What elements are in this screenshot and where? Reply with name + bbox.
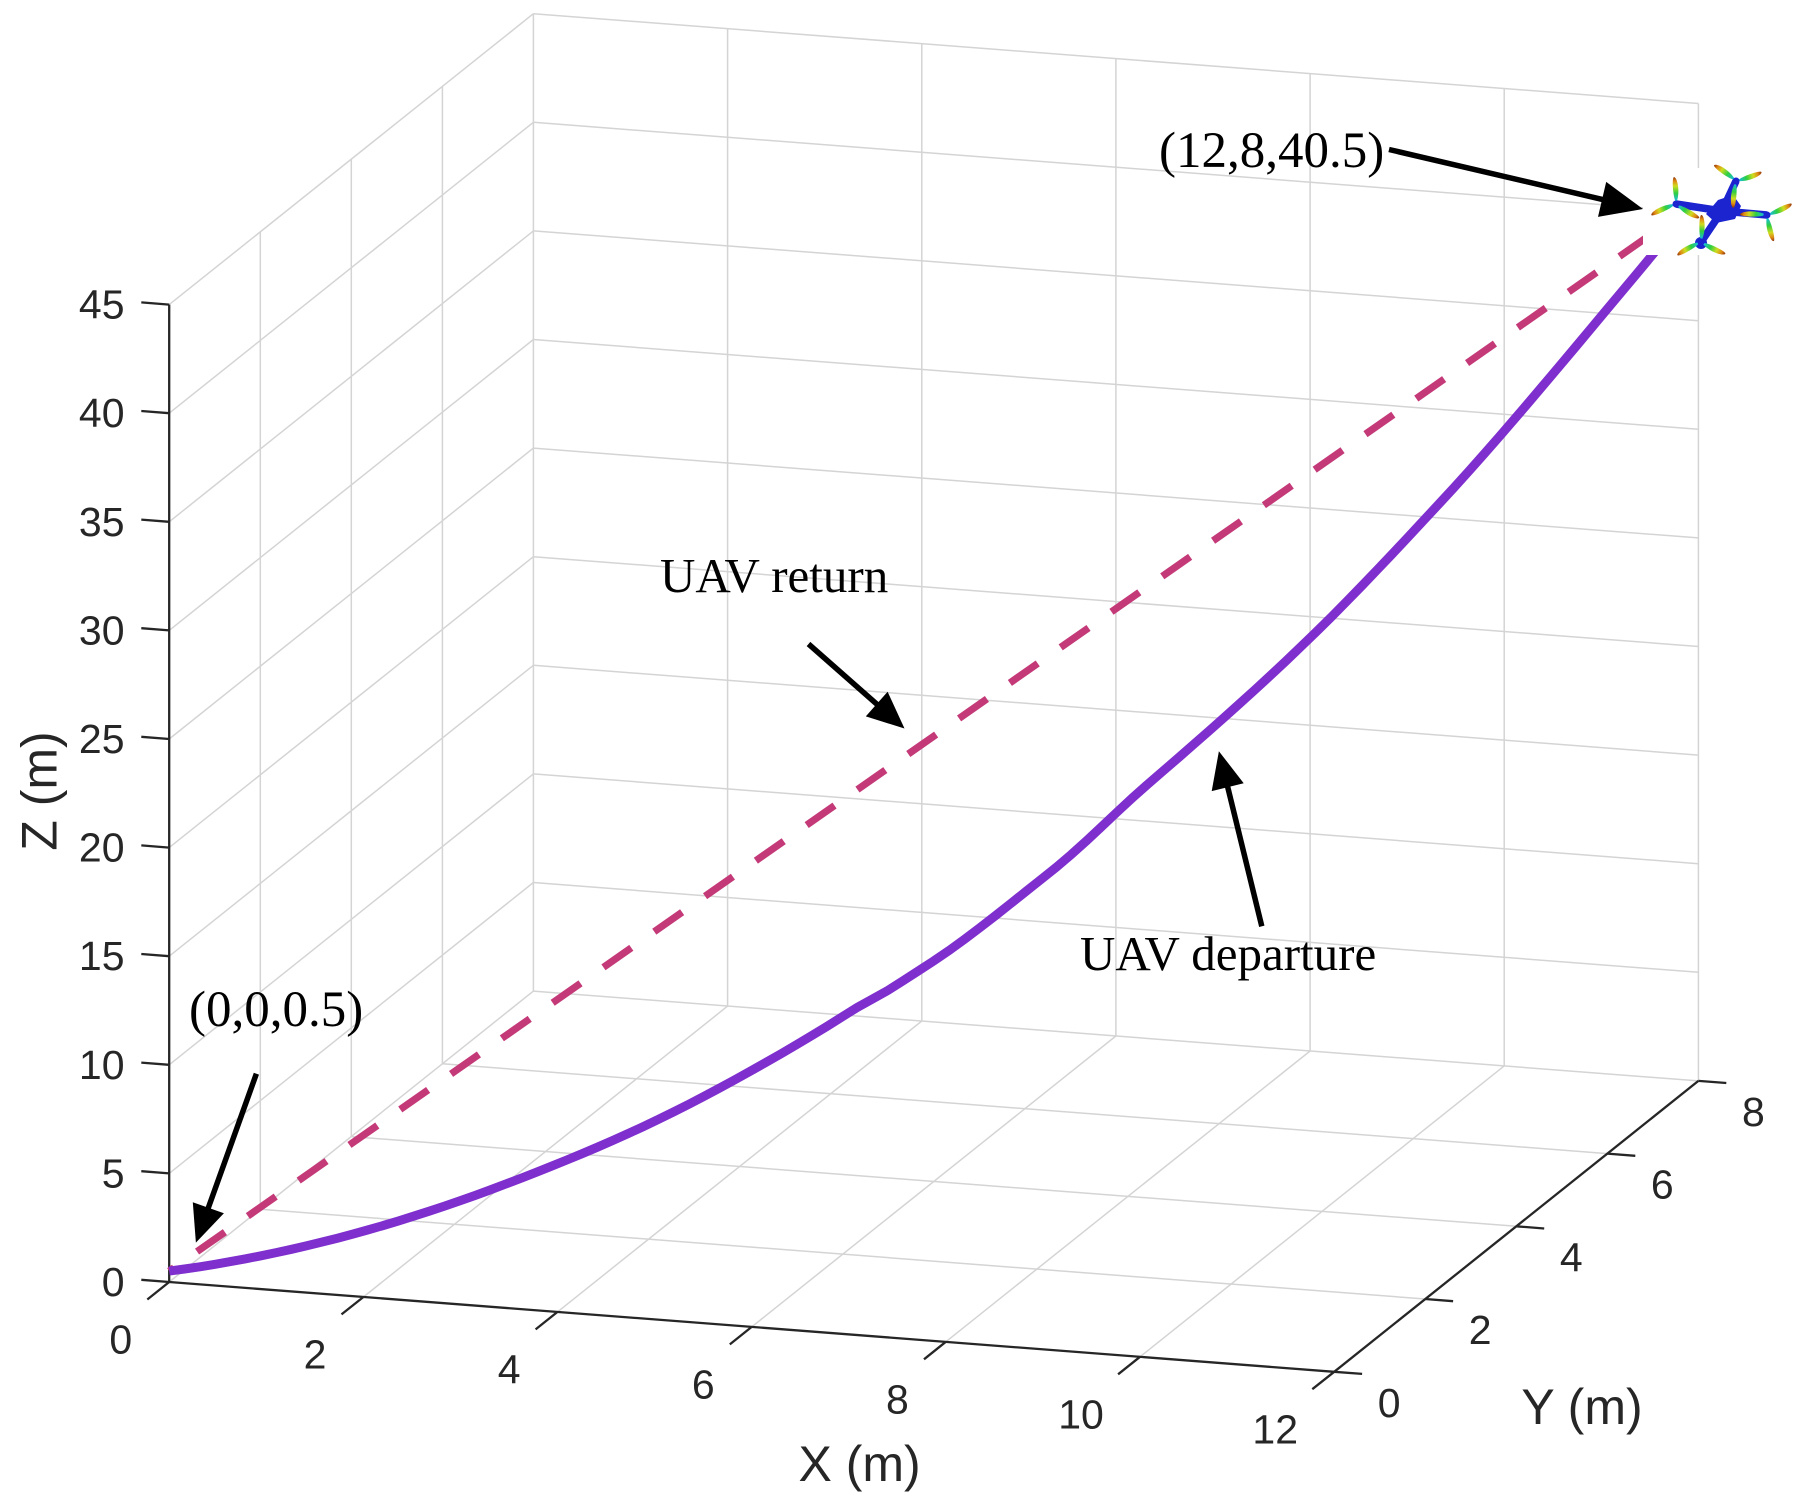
svg-text:Y (m): Y (m) [1521,1379,1642,1435]
svg-text:10: 10 [79,1042,125,1088]
svg-text:4: 4 [1560,1234,1583,1280]
svg-text:(12,8,40.5): (12,8,40.5) [1159,123,1384,179]
svg-text:(0,0,0.5): (0,0,0.5) [189,982,363,1038]
svg-text:40: 40 [79,390,125,436]
svg-text:30: 30 [79,607,125,653]
svg-text:UAV departure: UAV departure [1080,926,1376,981]
svg-text:25: 25 [79,716,125,762]
svg-text:Z (m): Z (m) [12,731,68,850]
svg-text:8: 8 [886,1377,909,1423]
svg-text:2: 2 [1469,1307,1492,1353]
svg-text:12: 12 [1252,1407,1298,1453]
svg-text:UAV return: UAV return [660,548,888,603]
svg-text:6: 6 [1651,1162,1674,1208]
svg-text:0: 0 [102,1259,125,1305]
svg-text:4: 4 [498,1347,521,1393]
svg-text:10: 10 [1058,1392,1104,1438]
svg-text:5: 5 [102,1150,125,1196]
svg-text:45: 45 [79,282,125,328]
svg-text:6: 6 [692,1362,715,1408]
svg-text:2: 2 [304,1332,327,1378]
svg-text:8: 8 [1742,1089,1765,1135]
svg-text:35: 35 [79,499,125,545]
svg-text:X (m): X (m) [798,1436,920,1492]
svg-text:15: 15 [79,933,125,979]
svg-text:20: 20 [79,825,125,871]
svg-text:0: 0 [109,1317,132,1363]
svg-text:0: 0 [1378,1380,1401,1426]
